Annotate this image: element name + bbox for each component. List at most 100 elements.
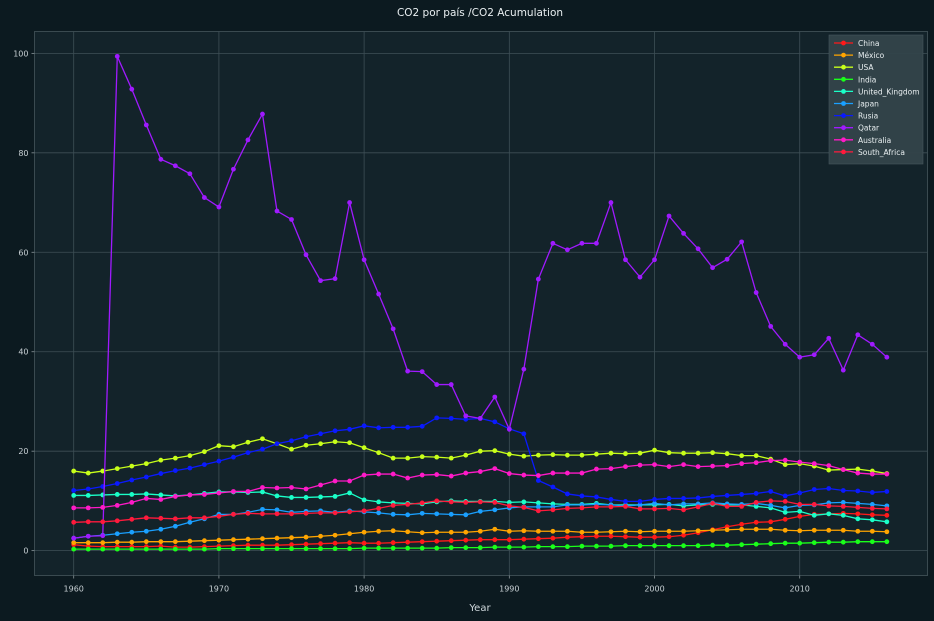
data-point-usa	[666, 450, 672, 456]
data-point-south-africa	[637, 506, 643, 512]
legend-label-united-kingdom: United_Kingdom	[858, 87, 920, 96]
data-point-m-xico	[535, 528, 541, 534]
data-point-qatar	[506, 426, 512, 432]
x-tick-label: 1960	[64, 585, 84, 594]
data-point-qatar	[303, 252, 309, 258]
series-lines	[71, 53, 890, 552]
data-point-india	[579, 543, 585, 549]
data-point-m-xico	[274, 535, 280, 541]
data-point-qatar	[419, 369, 425, 375]
data-point-australia	[187, 492, 193, 498]
legend-label-south-africa: South_Africa	[858, 148, 905, 157]
data-point-rusia	[724, 493, 730, 498]
data-point-qatar	[550, 240, 556, 246]
data-point-japan	[405, 512, 411, 518]
data-point-china	[869, 512, 875, 518]
data-point-qatar	[172, 163, 178, 169]
data-point-rusia	[521, 431, 527, 437]
data-point-south-africa	[231, 511, 236, 517]
data-point-m-xico	[724, 527, 730, 533]
data-point-china	[797, 513, 803, 519]
data-point-india	[216, 546, 222, 552]
data-point-australia	[318, 482, 323, 488]
x-tick-label: 2000	[644, 585, 664, 594]
x-axis-ticks: 1960 1970 1980 1990 2000 2010	[64, 575, 810, 594]
data-point-usa	[710, 450, 715, 456]
data-point-usa	[100, 468, 106, 474]
data-point-rusia	[347, 426, 352, 432]
data-point-china	[405, 539, 411, 545]
data-point-china	[782, 516, 788, 522]
data-point-m-xico	[463, 529, 469, 535]
data-point-south-africa	[129, 516, 135, 522]
data-point-rusia	[782, 493, 788, 499]
data-point-japan	[419, 510, 425, 516]
data-point-rusia	[448, 415, 454, 421]
data-point-m-xico	[172, 539, 178, 545]
data-point-south-africa	[506, 503, 512, 509]
data-point-india	[303, 546, 309, 552]
data-point-qatar	[376, 291, 382, 297]
data-point-usa	[463, 452, 469, 458]
data-point-australia	[71, 505, 77, 511]
data-point-south-africa	[826, 503, 832, 509]
data-point-qatar	[405, 368, 411, 374]
data-point-south-africa	[782, 499, 788, 504]
data-point-india	[129, 546, 135, 552]
data-point-united-kingdom	[884, 519, 890, 525]
data-point-qatar	[811, 352, 817, 358]
data-point-japan	[129, 529, 135, 535]
data-point-m-xico	[768, 526, 774, 532]
data-point-rusia	[797, 490, 803, 496]
data-point-south-africa	[318, 510, 323, 516]
data-point-united-kingdom	[811, 512, 817, 518]
data-point-australia	[172, 494, 178, 499]
data-point-japan	[260, 506, 265, 512]
data-point-m-xico	[448, 529, 454, 535]
data-point-australia	[724, 463, 730, 469]
data-point-india	[477, 545, 483, 551]
data-point-australia	[623, 464, 628, 470]
data-point-india	[361, 545, 367, 551]
data-point-australia	[811, 461, 817, 467]
data-point-south-africa	[361, 508, 367, 514]
data-point-south-africa	[681, 507, 686, 513]
data-point-m-xico	[419, 530, 425, 536]
data-point-m-xico	[158, 539, 164, 545]
data-point-qatar	[521, 366, 527, 372]
data-point-south-africa	[840, 503, 846, 509]
data-point-rusia	[652, 497, 657, 502]
data-point-south-africa	[332, 510, 338, 516]
data-point-qatar	[637, 274, 643, 280]
data-point-m-xico	[231, 537, 236, 543]
data-point-australia	[260, 485, 265, 490]
data-point-rusia	[245, 450, 251, 456]
data-point-qatar	[477, 415, 483, 421]
data-point-australia	[535, 473, 541, 478]
data-point-qatar	[535, 276, 541, 282]
data-point-india	[826, 539, 832, 545]
data-point-qatar	[390, 326, 396, 332]
data-point-m-xico	[811, 527, 817, 533]
data-point-united-kingdom	[260, 489, 265, 495]
data-point-qatar	[623, 257, 628, 263]
data-point-rusia	[143, 474, 149, 480]
data-point-australia	[739, 461, 745, 467]
data-point-qatar	[768, 323, 774, 329]
data-point-india	[506, 544, 512, 550]
data-point-rusia	[695, 495, 701, 501]
data-point-united-kingdom	[521, 499, 527, 505]
data-point-united-kingdom	[289, 495, 294, 500]
data-point-rusia	[811, 487, 817, 492]
data-point-india	[811, 540, 817, 546]
data-point-usa	[71, 468, 77, 474]
data-point-united-kingdom	[826, 511, 832, 517]
data-point-usa	[521, 453, 527, 459]
data-point-india	[376, 545, 382, 551]
x-tick-label: 1970	[209, 585, 229, 594]
data-point-south-africa	[855, 504, 861, 510]
data-point-usa	[506, 451, 512, 457]
data-point-south-africa	[710, 500, 715, 506]
data-point-united-kingdom	[506, 500, 512, 505]
legend-label-m-xico: México	[858, 51, 885, 60]
